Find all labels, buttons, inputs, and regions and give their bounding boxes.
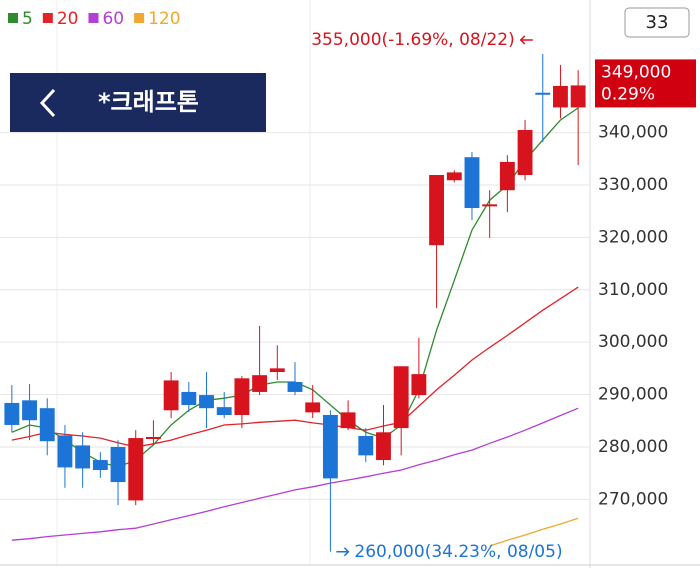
legend-label: 120 [148,9,180,29]
candle-body [75,445,91,469]
candle-body [517,129,533,176]
candle-body [429,175,445,246]
candle-body [535,92,551,95]
candle-body [39,408,55,442]
ma-line [11,407,579,541]
candle-body [269,368,285,373]
back-button[interactable] [39,88,56,118]
grid: 340,000 330,000 320,000 310,000 300,000 290,0… [0,123,668,509]
candle-body [553,85,568,108]
candles [4,53,586,552]
candle-body [411,374,427,396]
annotation-label: 355,000(-1.69%, 08/22) [311,30,515,50]
candle-body [446,172,462,181]
candle-body [322,414,338,479]
candle-body [199,395,214,409]
candle-body [464,157,480,209]
candle-body [287,381,303,392]
ma-line [11,286,579,448]
annotation-arrow [336,547,350,557]
legend-label: 5 [22,9,33,29]
candle-body [57,435,73,468]
legend-swatch [88,13,99,23]
y-tick-label: 280,000 [598,437,668,457]
candle-body [340,412,356,429]
y-tick-label: 330,000 [598,175,668,195]
badge-box[interactable] [624,7,690,38]
candle-body [92,460,108,471]
candle-body [4,402,20,425]
candle-body [305,402,321,413]
candle-body [163,380,179,411]
legend-swatch [42,13,53,23]
legend-label: 20 [57,9,79,29]
candle-body [128,438,144,501]
candle-body [252,375,268,392]
legend-swatch [8,13,18,23]
overlay: 355,000(-1.69%, 08/22) 260,000(34.23%, 08… [311,30,696,562]
current-price: 349,000 [601,62,671,82]
candle-body [234,378,250,415]
candle-body [22,400,37,421]
candle-body [376,432,391,461]
candle-body [482,204,498,207]
y-tick-label: 270,000 [598,489,668,509]
ma-line [489,517,579,547]
y-tick-label: 290,000 [598,385,668,405]
candle-body [570,85,586,108]
candle-body [181,391,197,406]
y-tick-label: 310,000 [598,280,668,300]
y-tick-label: 320,000 [598,227,668,247]
annotation-arrow [519,35,533,45]
title-bar [10,73,266,132]
legend-swatch [134,13,145,23]
badge-text: 33 [646,12,669,33]
stock-title: *크래프톤 [98,88,199,116]
y-tick-label: 340,000 [598,123,668,143]
y-tick-label: 300,000 [598,332,668,352]
legend: 5 20 60 120 [8,9,181,29]
candle-body [110,446,126,483]
legend-label: 60 [102,9,124,29]
candle-body [393,366,409,429]
candle-body [145,437,161,440]
current-change: 0.29% [601,84,655,104]
candle-body [358,435,374,456]
candle-body [499,161,515,191]
current-price-box [595,59,696,108]
candle-body [216,407,232,415]
annotation-label: 260,000(34.23%, 08/05) [354,542,562,562]
